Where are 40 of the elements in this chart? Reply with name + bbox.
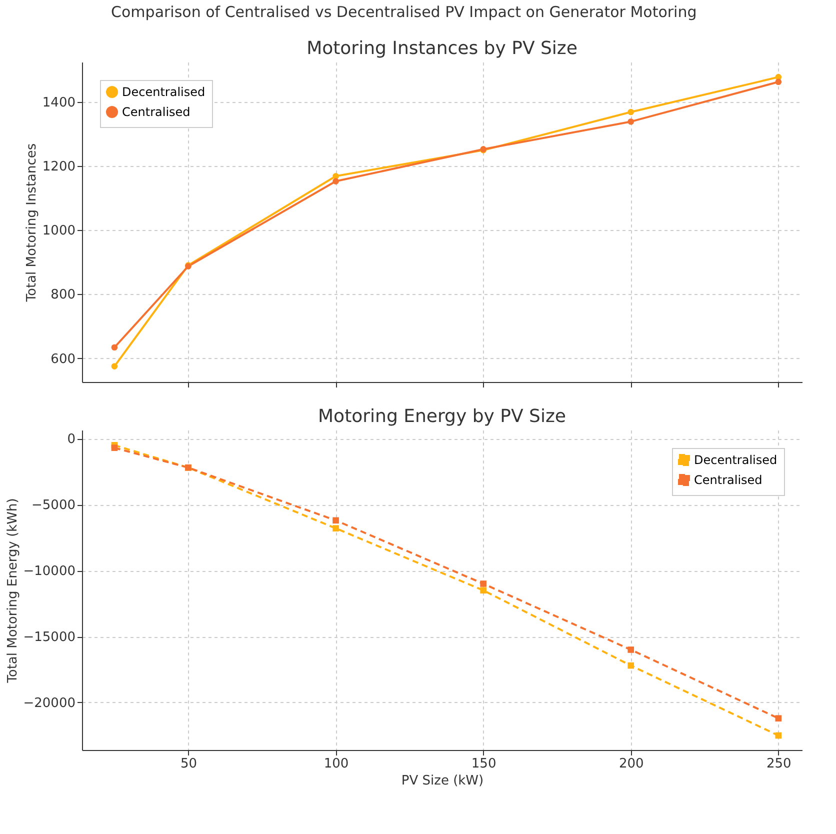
y-tick-label: 0 (67, 432, 76, 448)
y-tick-label: −5000 (32, 498, 76, 514)
x-tick-label: 200 (618, 756, 644, 772)
y-tick-label: 1400 (42, 95, 76, 110)
x-tick-label: 150 (471, 756, 496, 772)
y-tick-label: 1000 (42, 224, 76, 239)
point (775, 78, 782, 86)
chart-subtitle: Motoring Instances by PV Size (306, 38, 578, 59)
legend-label: Centralised (694, 473, 762, 487)
y-tick-label: −15000 (23, 630, 76, 646)
point (775, 732, 782, 739)
point (332, 178, 339, 184)
y-tick-label: −10000 (23, 564, 76, 580)
y-tick-label: 800 (50, 288, 76, 303)
y-tick-label: 600 (50, 352, 76, 367)
point (480, 587, 486, 594)
chart-title: Comparison of Centralised vs Decentralised PV Impact on Generator Motoring (111, 3, 697, 21)
chart-title: Motoring Energy by PV Size (318, 406, 566, 427)
point (775, 715, 782, 722)
legend-label: Centralised (122, 105, 190, 119)
legend-label: Decentralised (694, 453, 778, 467)
x-axis-title: PV Size (kW) (401, 774, 484, 788)
point (628, 662, 634, 669)
x-tick-label: 50 (180, 756, 198, 772)
y-tick-label: 1200 (42, 159, 76, 174)
point (628, 118, 634, 125)
x-tick-label: 250 (766, 756, 792, 772)
point (628, 108, 634, 116)
point (480, 580, 486, 587)
point (111, 444, 118, 451)
point (332, 517, 339, 524)
point (628, 646, 634, 653)
point (332, 525, 339, 532)
x-tick-label: 100 (324, 756, 349, 772)
y-tick-label: −20000 (23, 696, 76, 711)
legend-label: Decentralised (122, 85, 206, 99)
y-axis-title: Total Motoring Instances (24, 143, 40, 303)
point (111, 344, 118, 351)
point (111, 363, 118, 370)
y-axis-title: Total Motoring Energy (kWh) (5, 498, 20, 684)
